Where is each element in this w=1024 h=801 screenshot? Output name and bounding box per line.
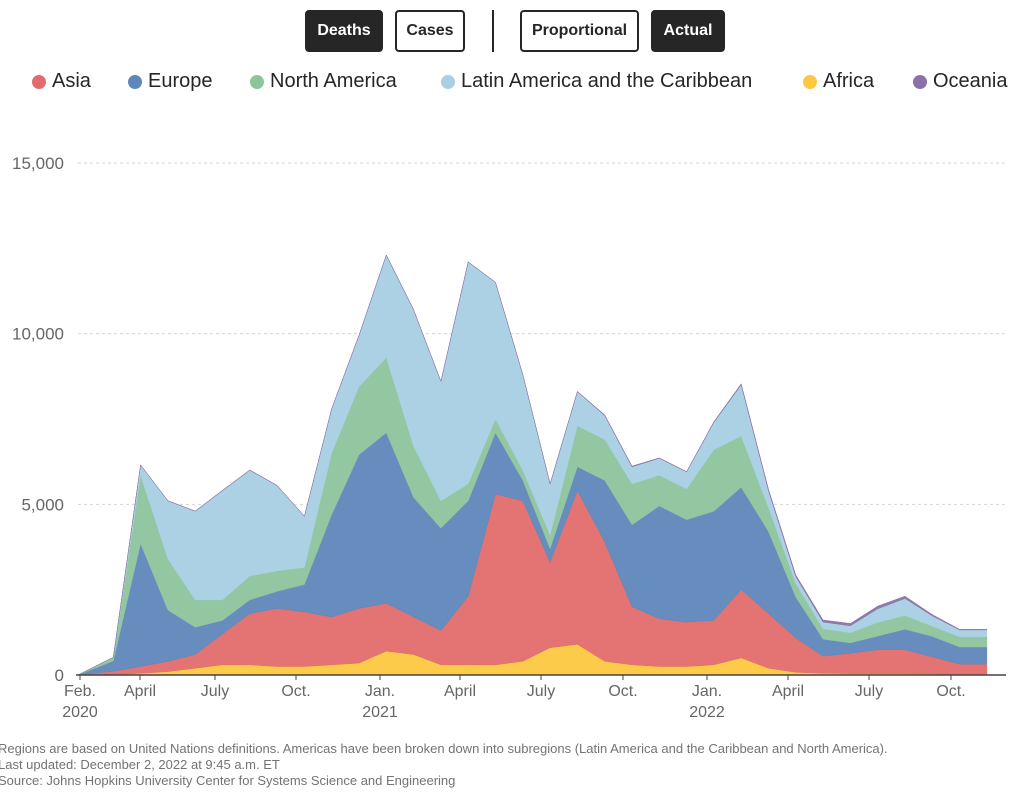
y-tick-label: 15,000 bbox=[12, 154, 64, 173]
legend-swatch-asia bbox=[32, 74, 46, 89]
x-tick-label: July bbox=[527, 683, 555, 700]
legend-label-africa: Africa bbox=[823, 70, 875, 92]
proportional-button[interactable]: Proportional bbox=[520, 10, 639, 52]
legend-swatch-latin-america bbox=[441, 74, 455, 89]
regions-note: Regions are based on United Nations defi… bbox=[0, 741, 888, 756]
deaths-button[interactable]: Deaths bbox=[305, 10, 383, 52]
y-tick-label: 5,000 bbox=[21, 495, 64, 514]
x-tick-label: July bbox=[855, 683, 883, 700]
chart-legend: Asia Europe North America Latin America … bbox=[0, 70, 1024, 96]
stacked-area-chart: 0 5,000 10,000 15,000 Feb. 2020 April July Oct. J… bbox=[12, 154, 1006, 721]
legend-swatch-europe bbox=[128, 74, 142, 89]
x-tick-label: April bbox=[772, 683, 804, 700]
legend-label-asia: Asia bbox=[52, 70, 91, 92]
legend-item-asia[interactable]: Asia bbox=[32, 70, 91, 93]
legend-item-africa[interactable]: Africa bbox=[803, 70, 874, 93]
x-tick-label: Jan. bbox=[365, 683, 395, 700]
actual-button[interactable]: Actual bbox=[651, 10, 725, 52]
x-tick-label: April bbox=[444, 683, 476, 700]
legend-item-oceania[interactable]: Oceania bbox=[913, 70, 1008, 93]
legend-item-europe[interactable]: Europe bbox=[128, 70, 213, 93]
x-tick-year-label: 2022 bbox=[689, 704, 725, 721]
area-oceania[interactable] bbox=[77, 254, 988, 676]
legend-label-latin-america: Latin America and the Caribbean bbox=[461, 70, 753, 92]
cases-button[interactable]: Cases bbox=[395, 10, 465, 52]
legend-label-north-america: North America bbox=[270, 70, 397, 92]
legend-item-north-america[interactable]: North America bbox=[250, 70, 397, 93]
y-tick-label: 0 bbox=[55, 666, 64, 685]
x-tick-label: Oct. bbox=[281, 683, 310, 700]
legend-label-europe: Europe bbox=[148, 70, 213, 92]
legend-swatch-north-america bbox=[250, 74, 264, 89]
y-tick-label: 10,000 bbox=[12, 325, 64, 344]
x-tick-label: Jan. bbox=[692, 683, 722, 700]
x-tick-year-label: 2021 bbox=[362, 704, 398, 721]
x-tick-label: July bbox=[201, 683, 229, 700]
x-tick-label: Feb. bbox=[64, 683, 96, 700]
x-tick-label: April bbox=[124, 683, 156, 700]
x-tick-year-label: 2020 bbox=[62, 704, 98, 721]
last-updated: Last updated: December 2, 2022 at 9:45 a… bbox=[0, 757, 280, 772]
legend-item-latin-america[interactable]: Latin America and the Caribbean bbox=[441, 70, 752, 93]
toggle-divider bbox=[492, 10, 494, 52]
chart-notes: Regions are based on United Nations defi… bbox=[0, 741, 888, 789]
legend-swatch-africa bbox=[803, 74, 817, 89]
axes: 0 5,000 10,000 15,000 Feb. 2020 April July Oct. J… bbox=[12, 154, 1006, 721]
source-note: Source: Johns Hopkins University Center … bbox=[0, 773, 456, 788]
legend-label-oceania: Oceania bbox=[933, 70, 1008, 92]
legend-swatch-oceania bbox=[913, 74, 927, 89]
x-tick-label: Oct. bbox=[936, 683, 965, 700]
area-series bbox=[77, 254, 988, 676]
x-tick-label: Oct. bbox=[608, 683, 637, 700]
